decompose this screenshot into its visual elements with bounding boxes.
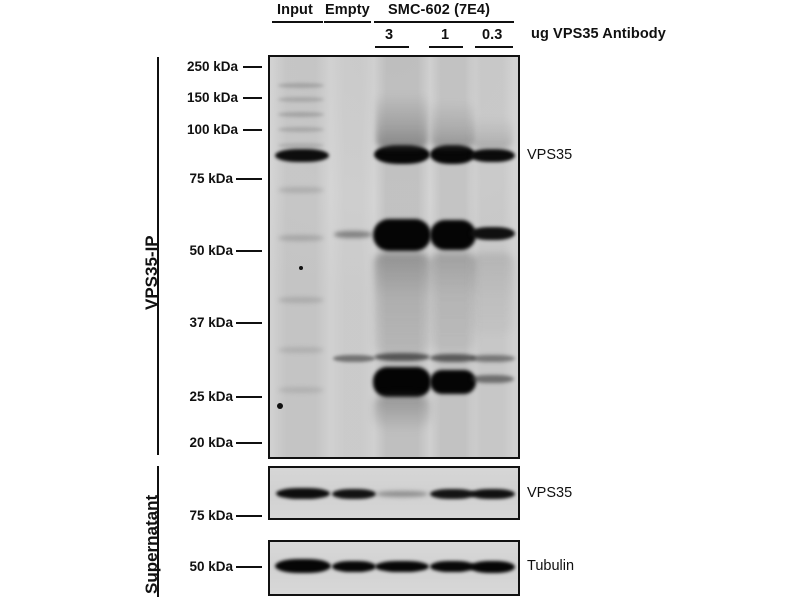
mw-label-25: 25 kDa (189, 389, 233, 404)
smear-1ug-mid (430, 253, 476, 349)
mw-label-50: 50 kDa (189, 243, 233, 258)
lane-group-label-input: Input (277, 2, 313, 18)
protein-label-supernatant-vps35: VPS35 (527, 485, 573, 501)
band-input-bg-6 (278, 187, 324, 193)
band-tubulin-empty (332, 561, 376, 572)
smear-03ug-upper (471, 117, 513, 149)
band-sup-vps35-empty (332, 489, 376, 499)
dose-unit-caption: ug VPS35 Antibody (531, 26, 666, 42)
smear-3ug-mid (374, 253, 430, 353)
band-30k-empty (333, 355, 375, 362)
smear-3ug-lower (374, 395, 430, 429)
band-sup-vps35-3ug (376, 491, 428, 497)
smear-03ug-mid (471, 253, 514, 333)
band-heavychain-1ug (430, 220, 476, 250)
band-input-bg-2 (278, 97, 324, 102)
band-lightchain-1ug (430, 370, 476, 394)
mw-label-250: 250 kDa (186, 59, 238, 74)
band-vps35-03ug (470, 149, 515, 162)
mw-label-37: 37 kDa (189, 315, 233, 330)
side-bracket-vps35-ip (157, 57, 160, 455)
mw-tick-100 (243, 129, 262, 132)
band-30k-3ug (374, 353, 430, 361)
band-tubulin-3ug (375, 561, 429, 572)
band-input-bg-1 (278, 83, 324, 88)
mw-tick-75-supernatant (236, 515, 262, 518)
mw-tick-150 (243, 97, 262, 100)
mw-label-20: 20 kDa (189, 435, 233, 450)
smear-3ug-upper (376, 93, 428, 149)
dose-label-0.3: 0.3 (482, 27, 503, 43)
artifact-speck-lower (277, 403, 283, 409)
dose-label-1: 1 (441, 27, 450, 43)
mw-tick-250 (243, 66, 262, 69)
lane-group-underline-input (272, 21, 323, 23)
lane-group-label-smc602: SMC-602 (7E4) (388, 2, 491, 18)
mw-label-50-tubulin: 50 kDa (189, 559, 233, 574)
mw-label-150: 150 kDa (186, 90, 238, 105)
band-heavychain-empty (334, 231, 372, 238)
blot-panel-supernatant-tubulin (268, 540, 520, 596)
dose-underline-0.3 (475, 46, 513, 48)
dose-underline-3 (375, 46, 409, 48)
mw-label-75: 75 kDa (189, 171, 233, 186)
protein-label-supernatant-tubulin: Tubulin (527, 558, 575, 574)
blot-panel-vps35-ip (268, 55, 520, 459)
band-tubulin-03ug (470, 561, 515, 573)
band-30k-03ug (470, 355, 515, 362)
mw-tick-37 (236, 322, 262, 325)
dose-underline-1 (429, 46, 463, 48)
band-vps35-3ug (374, 145, 430, 164)
lane-track-input (272, 57, 330, 457)
band-vps35-input (275, 149, 329, 162)
lane-group-underline-empty (324, 21, 371, 23)
band-tubulin-1ug (430, 561, 475, 572)
dose-label-3: 3 (385, 27, 394, 43)
lane-group-underline-smc602 (374, 21, 514, 23)
smear-1ug-upper (431, 101, 474, 149)
band-input-bg-7 (278, 235, 324, 241)
band-input-bg-9 (278, 347, 324, 353)
band-vps35-1ug (430, 145, 475, 164)
mw-label-100: 100 kDa (186, 122, 238, 137)
band-sup-vps35-1ug (430, 489, 475, 499)
mw-tick-50 (236, 250, 262, 253)
mw-label-75-supernatant: 75 kDa (189, 508, 233, 523)
band-sup-vps35-03ug (470, 489, 515, 499)
mw-tick-50-tubulin (236, 566, 262, 569)
band-input-bg-4 (278, 127, 324, 132)
band-heavychain-3ug (373, 219, 431, 251)
mw-tick-20 (236, 442, 262, 445)
band-input-bg-10 (278, 387, 324, 393)
band-lightchain-3ug (373, 367, 431, 397)
band-heavychain-03ug (470, 227, 515, 240)
protein-label-vps35-ip: VPS35 (527, 147, 573, 163)
lane-group-label-empty: Empty (325, 2, 370, 18)
band-input-bg-3 (278, 112, 324, 117)
mw-tick-75 (236, 178, 262, 181)
band-input-bg-8 (278, 297, 324, 303)
band-lightchain-03ug (471, 375, 514, 383)
artifact-speck-upper (299, 266, 303, 270)
band-30k-1ug (430, 354, 476, 362)
blot-panel-supernatant-vps35 (268, 466, 520, 520)
side-bracket-supernatant (157, 466, 160, 597)
lane-track-03ug (470, 57, 514, 457)
band-tubulin-input (275, 559, 331, 573)
band-input-bg-5 (278, 143, 324, 148)
band-sup-vps35-input (276, 488, 330, 499)
lane-track-empty (332, 57, 374, 457)
mw-tick-25 (236, 396, 262, 399)
